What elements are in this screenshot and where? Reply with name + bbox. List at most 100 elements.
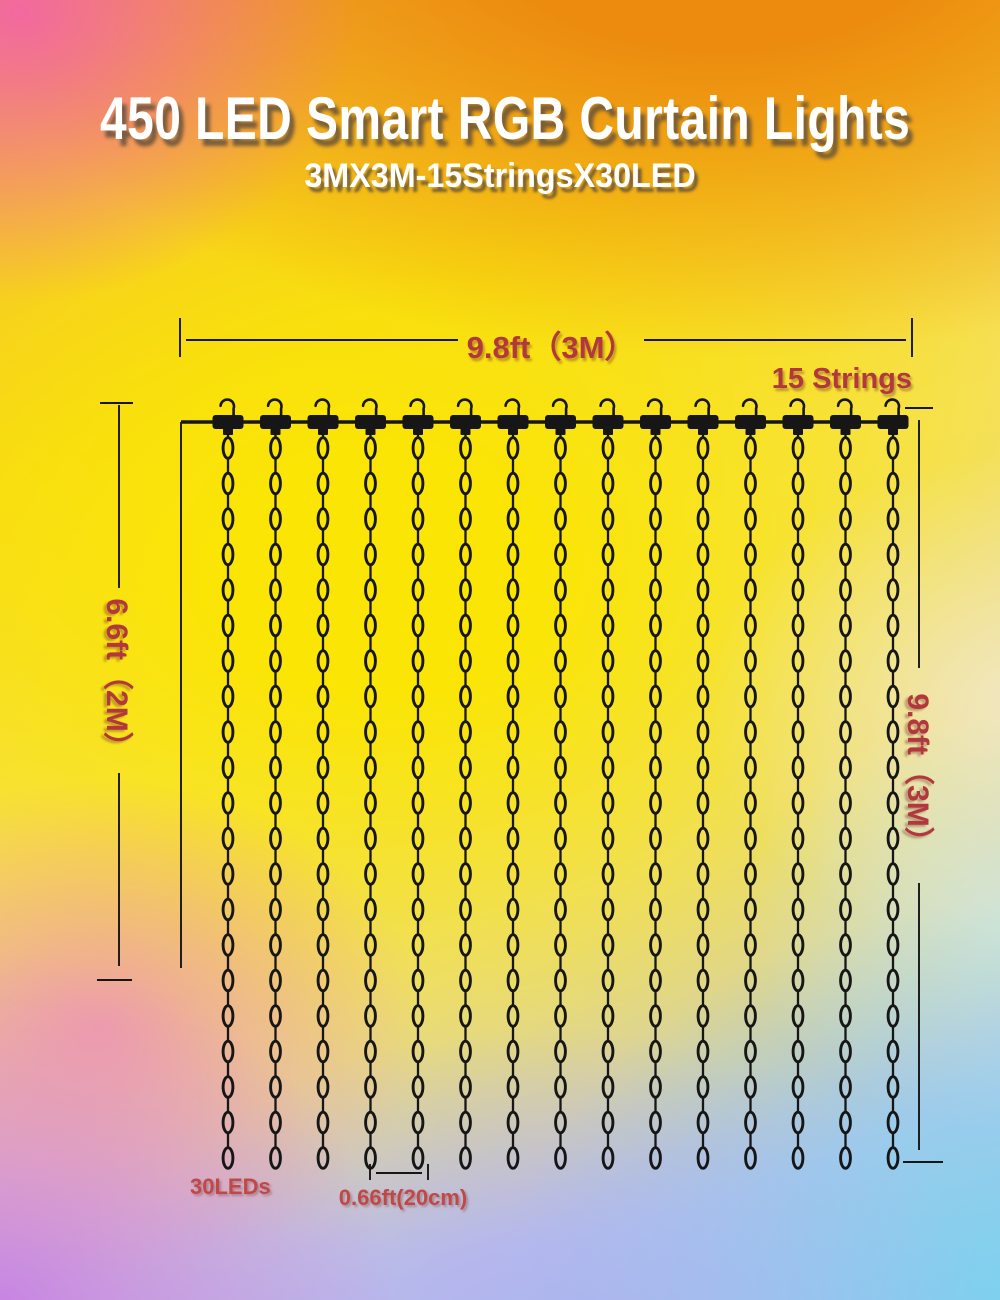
- led-bead: [839, 862, 852, 886]
- led-bead: [601, 862, 615, 886]
- led-bead: [554, 933, 567, 957]
- led-bead: [269, 507, 282, 531]
- led-bead: [269, 578, 282, 602]
- hook-icon: [551, 398, 568, 417]
- led-bead: [316, 471, 330, 496]
- led-bead: [601, 649, 615, 673]
- led-bead: [649, 613, 662, 638]
- led-bead: [364, 1004, 377, 1028]
- led-bead: [411, 862, 425, 886]
- light-string: [687, 398, 719, 1170]
- led-bead: [696, 720, 710, 744]
- led-bead: [791, 791, 805, 815]
- led-bead: [269, 1075, 282, 1099]
- led-bead: [316, 1146, 330, 1170]
- led-bead: [649, 1075, 662, 1099]
- led-bead: [601, 507, 615, 531]
- light-string: [402, 398, 434, 1170]
- led-bead: [221, 1039, 235, 1064]
- led-bead: [269, 791, 282, 815]
- led-bead: [696, 507, 710, 531]
- light-string: [592, 398, 624, 1170]
- led-bead: [744, 1039, 757, 1064]
- led-bead: [411, 1146, 425, 1170]
- led-bead: [316, 1110, 330, 1135]
- led-bead: [269, 755, 282, 780]
- led-bead: [649, 578, 662, 602]
- rail-clip: [735, 415, 766, 429]
- led-bead: [316, 684, 330, 709]
- led-bead: [554, 542, 567, 567]
- rail-clip: [450, 415, 481, 429]
- led-bead: [744, 613, 757, 638]
- led-bead: [554, 507, 567, 531]
- led-bead: [554, 755, 567, 780]
- led-bead: [601, 578, 615, 602]
- led-bead: [744, 471, 757, 496]
- led-bead: [744, 968, 757, 993]
- led-bead: [506, 933, 520, 957]
- led-bead: [316, 968, 330, 993]
- led-bead: [554, 1146, 567, 1170]
- led-bead: [886, 862, 900, 886]
- led-bead: [269, 649, 282, 673]
- led-bead: [459, 507, 472, 531]
- clip-tab: [413, 428, 423, 435]
- led-bead: [839, 471, 852, 496]
- clip-tab: [508, 428, 518, 435]
- led-bead: [459, 578, 472, 602]
- led-bead: [696, 1004, 710, 1028]
- led-bead: [459, 791, 472, 815]
- led-bead: [459, 471, 472, 496]
- led-bead: [839, 933, 852, 957]
- led-bead: [839, 684, 852, 709]
- led-bead: [791, 1146, 805, 1170]
- rail-clip: [545, 415, 576, 429]
- led-bead: [696, 755, 710, 780]
- led-bead: [364, 1039, 377, 1064]
- light-string: [355, 398, 386, 1170]
- led-bead: [744, 1110, 757, 1135]
- led-bead: [744, 542, 757, 567]
- led-bead: [791, 862, 805, 886]
- led-bead: [316, 542, 330, 567]
- led-bead: [791, 1004, 805, 1028]
- led-bead: [459, 1039, 472, 1064]
- led-bead: [364, 1146, 377, 1170]
- light-string: [307, 398, 339, 1170]
- led-bead: [696, 897, 710, 922]
- led-bead: [886, 826, 900, 851]
- right-height-dimension-line: [903, 407, 943, 1163]
- led-bead: [791, 897, 805, 922]
- light-string: [877, 398, 909, 1170]
- led-bead: [221, 1146, 235, 1170]
- led-bead: [839, 1110, 852, 1135]
- led-bead: [839, 436, 852, 460]
- led-bead: [649, 542, 662, 567]
- led-bead: [886, 755, 900, 780]
- led-bead: [316, 755, 330, 780]
- led-bead: [696, 1146, 710, 1170]
- led-bead: [791, 720, 805, 744]
- led-bead: [886, 436, 900, 460]
- led-bead: [506, 1004, 520, 1028]
- led-bead: [696, 542, 710, 567]
- clip-tab: [888, 428, 898, 435]
- led-bead: [791, 755, 805, 780]
- led-bead: [744, 826, 757, 851]
- led-bead: [364, 578, 377, 602]
- led-bead: [839, 1004, 852, 1028]
- width-dimension-label: 9.8ft（3M）: [466, 330, 636, 365]
- led-bead: [649, 755, 662, 780]
- clip-tab: [603, 428, 613, 435]
- led-bead: [839, 1075, 852, 1099]
- led-bead: [554, 649, 567, 673]
- clip-tab: [318, 428, 328, 435]
- led-bead: [411, 471, 425, 496]
- led-bead: [316, 1039, 330, 1064]
- led-bead: [649, 1039, 662, 1064]
- led-bead: [221, 649, 235, 673]
- led-bead: [316, 578, 330, 602]
- led-bead: [601, 1146, 615, 1170]
